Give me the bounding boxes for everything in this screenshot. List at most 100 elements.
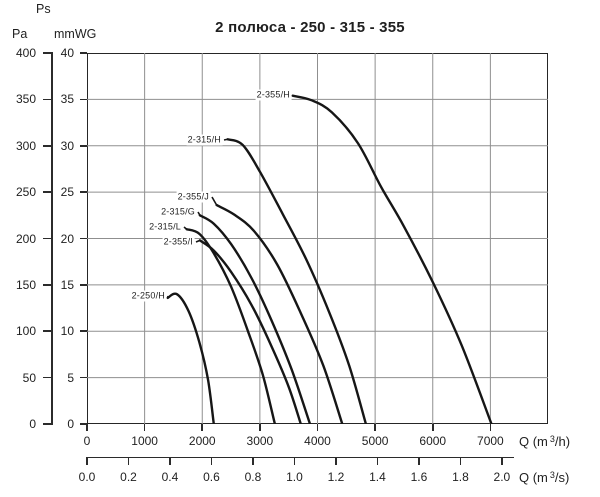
fan-curve-2-355-h xyxy=(291,94,493,424)
m3s-tick-label: 0.8 xyxy=(244,470,262,484)
mmwg-tick-mark xyxy=(79,330,87,333)
mmwg-tick-label: 15 xyxy=(60,277,74,292)
pa-tick-label: 400 xyxy=(15,46,36,60)
mmwg-tick-mark xyxy=(79,52,87,54)
pa-tick-mark xyxy=(43,237,52,240)
pa-tick-label: 150 xyxy=(15,277,36,292)
plot-canvas xyxy=(87,53,548,424)
pa-tick-label: 300 xyxy=(15,138,36,153)
m3h-tick-mark xyxy=(374,424,376,431)
m3s-tick-mark xyxy=(501,457,503,465)
m3s-tick-label: 1.8 xyxy=(452,470,469,484)
mmwg-tick-mark xyxy=(79,376,87,379)
curve-connector-2-355-j xyxy=(211,196,218,206)
m3s-tick-mark xyxy=(293,457,296,465)
m3s-tick-mark xyxy=(418,457,420,465)
fan-curve-2-355-j xyxy=(215,203,344,424)
fan-curve-2-355-i xyxy=(198,239,302,424)
pa-tick-label: 350 xyxy=(15,92,36,107)
mmwg-tick-label: 10 xyxy=(60,324,74,339)
pa-tick-mark xyxy=(43,284,52,286)
m3h-tick-mark xyxy=(201,424,204,431)
m3s-tick-label: 1.6 xyxy=(410,470,428,484)
mmwg-tick-label: 40 xyxy=(60,46,74,60)
pressure-unit-pa-label: Pa xyxy=(12,27,28,41)
curve-label-2-355-h: 2-355/H xyxy=(255,89,292,101)
mmwg-tick-label: 20 xyxy=(60,231,74,246)
m3s-axis-line xyxy=(87,456,514,459)
pa-tick-label: 200 xyxy=(15,231,36,246)
m3s-tick-label: 0.0 xyxy=(78,470,96,484)
fan-curve-2-250-h xyxy=(166,292,215,424)
m3h-tick-label: 3000 xyxy=(246,434,274,448)
curve-label-2-315-g: 2-315/G xyxy=(160,206,197,218)
m3s-tick-mark xyxy=(459,457,462,465)
m3h-tick-label: 2000 xyxy=(188,434,216,448)
m3s-tick-mark xyxy=(376,457,379,465)
flow-axis-m3h-label-exponent: 3 xyxy=(549,434,555,444)
fan-curve-2-315-l xyxy=(185,228,277,424)
flow-axis-m3s-label-exponent: 3 xyxy=(549,470,555,480)
pa-tick-label: 50 xyxy=(22,370,36,385)
m3s-tick-mark xyxy=(252,457,254,465)
fan-curve-2-315-g xyxy=(198,214,312,424)
m3s-tick-label: 0.4 xyxy=(161,470,179,484)
m3s-tick-label: 2.0 xyxy=(493,470,511,484)
mmwg-tick-mark xyxy=(79,98,87,101)
pa-tick-mark xyxy=(43,376,52,379)
mmwg-tick-mark xyxy=(79,191,87,193)
flow-axis-m3h-label: Q (m 3/h) xyxy=(519,434,570,449)
mmwg-tick-label: 25 xyxy=(60,185,74,200)
pa-tick-mark xyxy=(43,52,52,54)
mmwg-tick-label: 0 xyxy=(67,417,74,431)
pa-tick-mark xyxy=(43,98,52,101)
m3s-tick-mark xyxy=(127,457,130,465)
flow-axis-m3s-label: Q (m 3/s) xyxy=(519,470,569,485)
mmwg-tick-mark xyxy=(79,144,87,147)
m3s-tick-mark xyxy=(335,457,337,465)
m3s-tick-label: 0.2 xyxy=(120,470,137,484)
m3h-tick-label: 5000 xyxy=(361,434,389,448)
m3h-tick-mark xyxy=(489,424,492,431)
curve-label-2-315-l: 2-315/L xyxy=(148,221,183,233)
mmwg-tick-label: 30 xyxy=(60,138,74,153)
mmwg-tick-label: 5 xyxy=(67,370,74,385)
pa-tick-label: 250 xyxy=(15,185,36,200)
pressure-axis-line xyxy=(51,52,53,425)
flow-axis-m3s-label-suffix: /s) xyxy=(554,470,570,485)
curve-label-2-355-j: 2-355/J xyxy=(176,191,211,203)
m3h-tick-mark xyxy=(86,424,88,431)
mmwg-tick-label: 35 xyxy=(60,92,74,107)
m3h-tick-label: 7000 xyxy=(477,434,504,448)
static-pressure-symbol-label: Ps xyxy=(36,2,51,16)
m3s-tick-mark xyxy=(210,457,213,465)
flow-axis-m3s-label-prefix: Q (m xyxy=(519,470,548,485)
m3h-tick-mark xyxy=(431,424,434,431)
pressure-unit-mmwg-label: mmWG xyxy=(54,27,97,41)
pa-tick-label: 0 xyxy=(29,417,36,431)
pa-tick-mark xyxy=(43,423,52,425)
chart-title: 2 полюса - 250 - 315 - 355 xyxy=(215,19,405,36)
flow-axis-m3h-label-suffix: /h) xyxy=(554,434,571,449)
m3s-tick-mark xyxy=(86,457,88,465)
m3s-tick-label: 1.4 xyxy=(369,470,386,484)
pa-tick-label: 100 xyxy=(15,324,36,339)
m3h-tick-label: 1000 xyxy=(131,434,158,448)
flow-axis-m3h-label-prefix: Q (m xyxy=(519,434,548,449)
m3s-tick-label: 0.6 xyxy=(203,470,220,484)
mmwg-tick-mark xyxy=(79,423,87,425)
fan-curve-2-315-h xyxy=(226,138,368,424)
m3h-tick-mark xyxy=(316,424,319,431)
curve-label-2-355-i: 2-355/I xyxy=(162,236,195,248)
m3h-tick-label: 4000 xyxy=(304,434,331,448)
m3s-tick-label: 1.2 xyxy=(327,470,345,484)
m3s-tick-mark xyxy=(169,457,171,465)
curve-label-2-250-h: 2-250/H xyxy=(130,290,167,302)
mmwg-tick-mark xyxy=(79,284,87,286)
mmwg-tick-mark xyxy=(79,237,87,240)
m3h-tick-label: 0 xyxy=(83,434,91,448)
pa-tick-mark xyxy=(43,330,52,333)
curve-label-2-315-h: 2-315/H xyxy=(186,134,223,146)
m3h-tick-mark xyxy=(143,424,146,431)
